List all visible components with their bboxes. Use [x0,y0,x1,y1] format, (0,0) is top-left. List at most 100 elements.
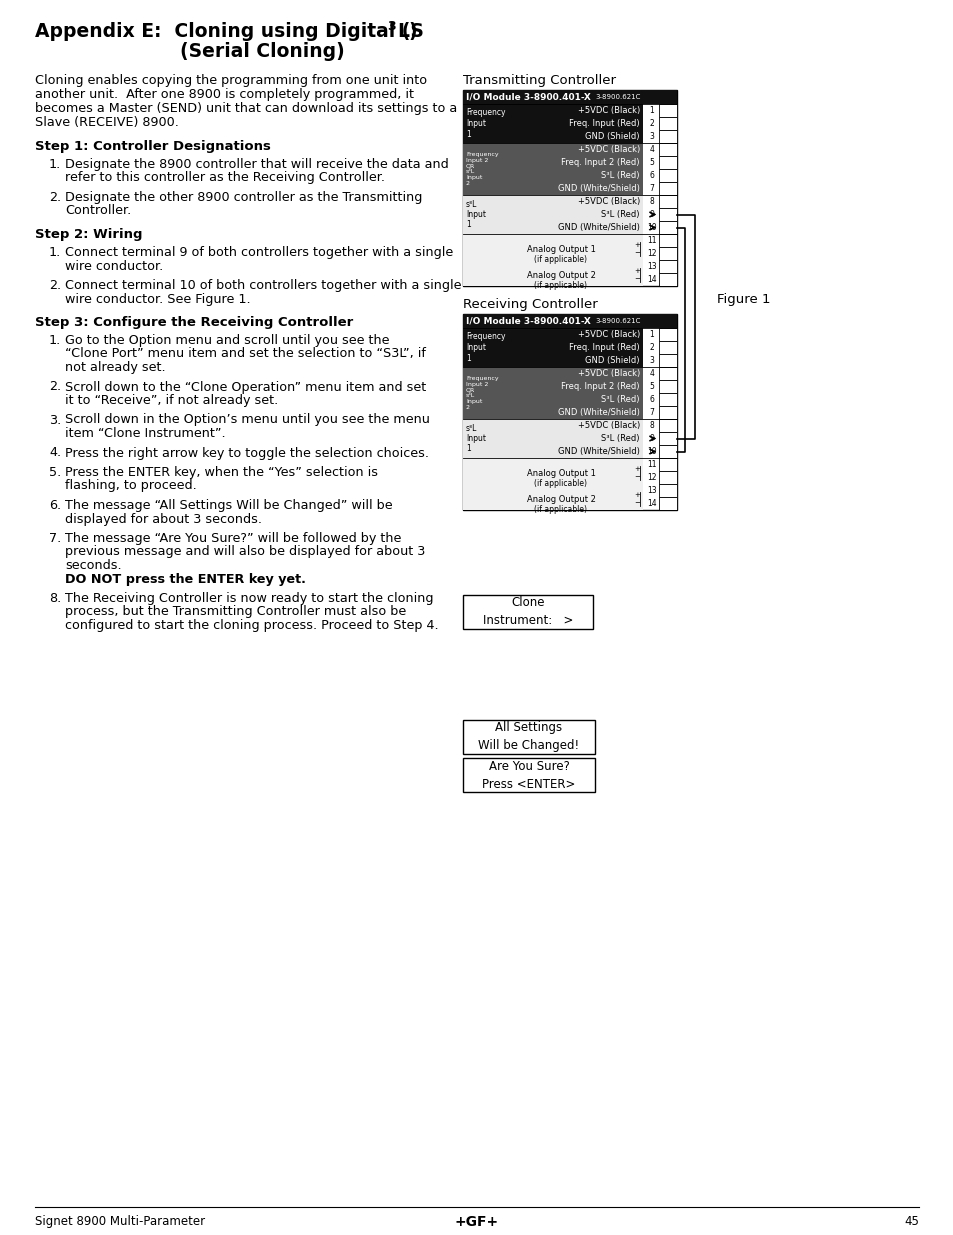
Text: Freq. Input (Red): Freq. Input (Red) [569,119,639,128]
Bar [462,720,595,755]
Text: +5VDC (Black): +5VDC (Black) [578,144,639,154]
Bar [462,233,642,287]
Text: DO NOT press the ENTER key yet.: DO NOT press the ENTER key yet. [65,573,306,585]
Text: Analog Output 2: Analog Output 2 [526,272,595,280]
Text: “Clone Port” menu item and set the selection to “S3L”, if: “Clone Port” menu item and set the selec… [65,347,425,361]
Text: configured to start the cloning process. Proceed to Step 4.: configured to start the cloning process.… [65,619,438,632]
Text: 7: 7 [649,408,654,417]
Text: 6: 6 [649,395,654,404]
Text: 5: 5 [649,382,654,391]
Text: −: − [634,500,639,506]
Text: 13: 13 [646,262,656,270]
Bar [659,406,677,419]
Text: 11: 11 [646,236,656,245]
Text: s³L
Input
1: s³L Input 1 [465,200,485,230]
Bar [659,117,677,130]
Bar [462,195,642,233]
Text: Analog Output 1: Analog Output 1 [526,469,595,478]
Text: 3: 3 [649,356,654,366]
Text: 1.: 1. [49,333,61,347]
Text: another unit.  After one 8900 is completely programmed, it: another unit. After one 8900 is complete… [35,88,414,101]
Text: Appendix E:  Cloning using Digital (S: Appendix E: Cloning using Digital (S [35,22,423,41]
Text: Go to the Option menu and scroll until you see the: Go to the Option menu and scroll until y… [65,333,389,347]
Bar [462,367,642,419]
Text: 1.: 1. [49,158,61,170]
Text: 14: 14 [646,499,656,508]
Text: 45: 45 [903,1215,918,1228]
Text: Press the right arrow key to toggle the selection choices.: Press the right arrow key to toggle the … [65,447,429,459]
Text: 7: 7 [649,184,654,193]
Text: All Settings
Will be Changed!: All Settings Will be Changed! [478,721,579,752]
Text: displayed for about 3 seconds.: displayed for about 3 seconds. [65,513,262,526]
Text: becomes a Master (SEND) unit that can download its settings to a: becomes a Master (SEND) unit that can do… [35,103,456,115]
Text: 5.: 5. [49,466,61,479]
Text: Step 1: Controller Designations: Step 1: Controller Designations [35,140,271,153]
Text: wire conductor. See Figure 1.: wire conductor. See Figure 1. [65,293,251,305]
Text: GND (White/Shield): GND (White/Shield) [558,447,639,456]
Bar [659,393,677,406]
Text: (if applicable): (if applicable) [534,478,587,488]
Text: Frequency
Input 2
OR
s³L
Input
2: Frequency Input 2 OR s³L Input 2 [465,375,498,410]
Bar [462,329,642,367]
Text: 6.: 6. [49,499,61,513]
Text: 4: 4 [649,369,654,378]
Text: 2.: 2. [49,380,61,394]
Bar [659,496,677,510]
Text: I/O Module 3-8900.401-X: I/O Module 3-8900.401-X [465,93,590,101]
Text: 3.: 3. [49,414,61,426]
Bar [462,143,642,195]
Bar [462,458,642,510]
Text: Step 2: Wiring: Step 2: Wiring [35,228,142,241]
Text: 2: 2 [649,343,654,352]
Bar [659,156,677,169]
Text: 7.: 7. [49,532,61,545]
Bar [659,458,677,471]
Bar [462,90,677,287]
Text: 8.: 8. [49,592,61,605]
Text: process, but the Transmitting Controller must also be: process, but the Transmitting Controller… [65,605,406,619]
Text: 1: 1 [649,330,654,338]
Text: (if applicable): (if applicable) [534,254,587,263]
Text: +: + [634,268,639,274]
Text: wire conductor.: wire conductor. [65,259,163,273]
Text: +5VDC (Black): +5VDC (Black) [578,330,639,338]
Text: Figure 1: Figure 1 [717,294,770,306]
Text: GND (White/Shield): GND (White/Shield) [558,224,639,232]
Bar [659,445,677,458]
Text: Receiving Controller: Receiving Controller [462,298,598,311]
Text: (Serial Cloning): (Serial Cloning) [180,42,344,61]
Text: 3: 3 [649,132,654,141]
Text: Freq. Input (Red): Freq. Input (Red) [569,343,639,352]
Bar [659,195,677,207]
Text: GND (Shield): GND (Shield) [585,356,639,366]
Text: 8: 8 [649,198,654,206]
Text: 9: 9 [649,210,654,219]
Text: 12: 12 [646,249,656,258]
Text: 1.: 1. [49,246,61,259]
Text: 2: 2 [649,119,654,128]
Bar [659,419,677,432]
Text: Frequency
Input
1: Frequency Input 1 [465,107,505,140]
Bar [659,261,677,273]
Text: refer to this controller as the Receiving Controller.: refer to this controller as the Receivin… [65,172,385,184]
Text: I/O Module 3-8900.401-X: I/O Module 3-8900.401-X [465,316,590,326]
Text: 4: 4 [649,144,654,154]
Text: +GF+: +GF+ [455,1215,498,1229]
Text: The message “Are You Sure?” will be followed by the: The message “Are You Sure?” will be foll… [65,532,401,545]
Text: not already set.: not already set. [65,361,166,374]
Text: GND (White/Shield): GND (White/Shield) [558,184,639,193]
Bar [659,221,677,233]
Text: Freq. Input 2 (Red): Freq. Input 2 (Red) [561,382,639,391]
Text: 9: 9 [649,433,654,443]
Text: +: + [634,492,639,498]
Text: 1: 1 [649,106,654,115]
Text: Slave (RECEIVE) 8900.: Slave (RECEIVE) 8900. [35,116,179,128]
Bar [659,169,677,182]
Text: Transmitting Controller: Transmitting Controller [462,74,616,86]
Text: 10: 10 [646,224,656,232]
Text: S³L (Red): S³L (Red) [601,210,639,219]
Text: 2.: 2. [49,279,61,291]
Bar [462,419,642,458]
Text: +5VDC (Black): +5VDC (Black) [578,106,639,115]
Bar [462,90,677,104]
